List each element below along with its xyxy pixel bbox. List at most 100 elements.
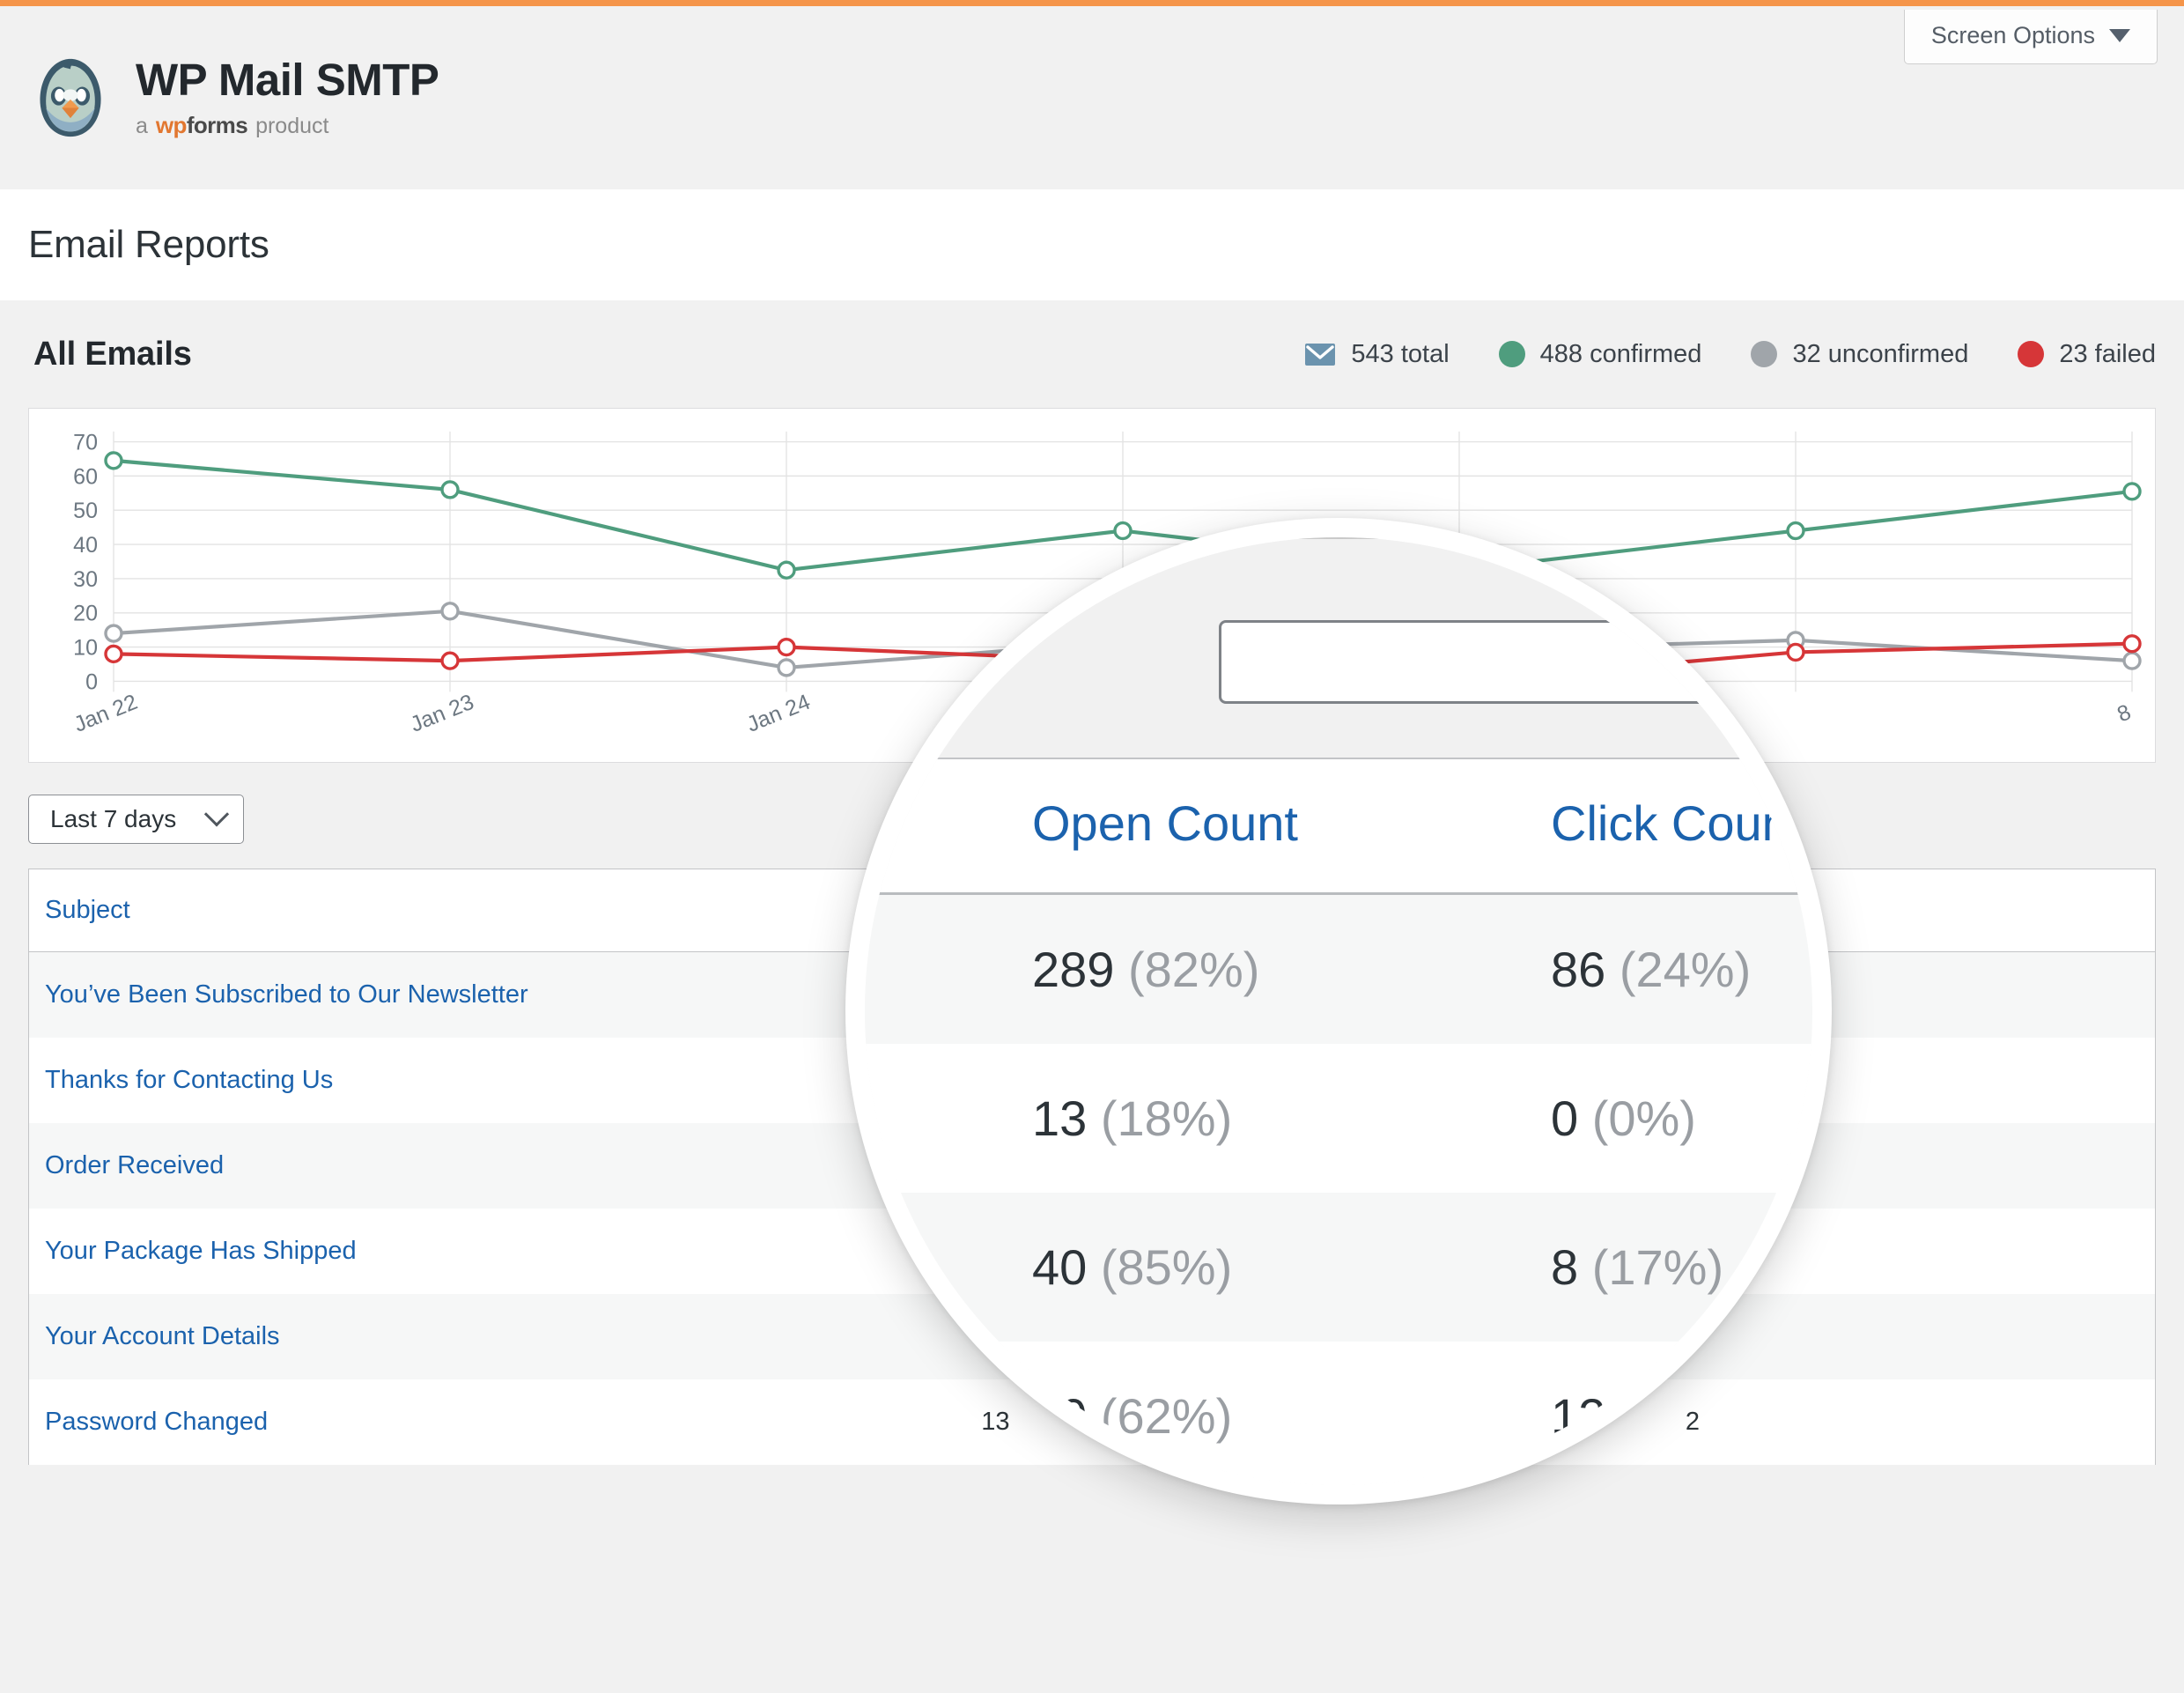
- brand-subtitle: a wpforms product: [136, 112, 439, 139]
- caret-down-icon: [2109, 29, 2130, 42]
- click-count-cell: [1920, 1123, 2155, 1209]
- wpforms-logo-wp: wp: [155, 112, 188, 139]
- magnified-search-input[interactable]: [1219, 620, 1708, 704]
- click-count-value: 12: [1551, 1388, 1606, 1444]
- svg-text:20: 20: [73, 602, 98, 626]
- magnified-spacer-cell: [865, 1342, 1032, 1485]
- svg-text:0: 0: [85, 669, 98, 694]
- magnified-open-count-cell: 20 (62%): [1032, 1342, 1551, 1485]
- click-count-percent: (17%): [1591, 1239, 1724, 1295]
- legend-failed-label: 23 failed: [2059, 339, 2156, 368]
- brand: WP Mail SMTP a wpforms product: [0, 55, 439, 140]
- legend-total-label: 543 total: [1351, 339, 1450, 368]
- section-title: All Emails: [33, 335, 192, 373]
- chevron-down-icon: [204, 802, 230, 827]
- bird-mascot-icon: [28, 55, 113, 140]
- svg-text:60: 60: [73, 464, 98, 489]
- column-header-subject[interactable]: Subject: [29, 869, 982, 952]
- magnified-table-row: 20 (62%) 12 (38%): [865, 1342, 1812, 1485]
- magnified-search-bar: [865, 537, 1812, 758]
- magnified-spacer-cell: [865, 1044, 1032, 1193]
- magnified-column-header-click-count[interactable]: Click Count: [1551, 759, 1812, 895]
- magnifier-content: Open Count Click Count 289 (82%) 86 (24%)…: [865, 537, 1812, 1485]
- click-count-percent: (0%): [1591, 1090, 1696, 1146]
- page-title-band: Email Reports: [0, 189, 2184, 300]
- envelope-icon: [1304, 343, 1336, 366]
- magnified-open-count-cell: 289 (82%): [1032, 894, 1551, 1045]
- screen-options-label: Screen Options: [1930, 22, 2095, 48]
- svg-text:8: 8: [2114, 699, 2134, 727]
- wpforms-logo: wpforms: [155, 112, 248, 139]
- magnified-open-count-cell: 40 (85%): [1032, 1193, 1551, 1342]
- wpforms-logo-forms: forms: [186, 112, 248, 139]
- unconfirmed-dot-icon: [1751, 341, 1778, 367]
- open-count-percent: (18%): [1100, 1090, 1233, 1146]
- brand-sub-suffix: product: [255, 114, 329, 139]
- svg-text:Jan 23: Jan 23: [407, 690, 477, 737]
- magnified-search-button[interactable]: [1732, 620, 1812, 704]
- click-count-percent: (38%): [1619, 1388, 1752, 1444]
- magnifier-lens-inner: Open Count Click Count 289 (82%) 86 (24%)…: [865, 537, 1812, 1485]
- svg-text:Jan 24: Jan 24: [743, 690, 814, 737]
- click-count-value: 86: [1551, 942, 1606, 997]
- open-count-value: 289: [1032, 942, 1115, 997]
- brand-sub-prefix: a: [136, 114, 148, 139]
- click-count-percent: (24%): [1619, 942, 1752, 997]
- legend-item-total: 543 total: [1304, 339, 1450, 369]
- magnified-header-row: Open Count Click Count: [865, 759, 1812, 895]
- magnified-open-count-cell: 13 (18%): [1032, 1044, 1551, 1193]
- open-count-percent: (62%): [1100, 1388, 1233, 1444]
- magnified-click-count-cell: 12 (38%): [1551, 1342, 1812, 1485]
- chart-legend: 543 total 488 confirmed 32 unconfirmed 2…: [1304, 340, 2156, 369]
- magnified-table: Open Count Click Count 289 (82%) 86 (24%)…: [865, 758, 1812, 1485]
- stats-header-row: All Emails 543 total 488 confirmed 32 un…: [0, 300, 2184, 408]
- open-count-percent: (82%): [1128, 942, 1260, 997]
- legend-confirmed-label: 488 confirmed: [1539, 339, 1702, 368]
- confirmed-dot-icon: [1498, 341, 1525, 367]
- open-count-percent: (85%): [1100, 1239, 1233, 1295]
- legend-item-confirmed: 488 confirmed: [1498, 339, 1702, 369]
- magnified-table-row: 289 (82%) 86 (24%): [865, 893, 1812, 1045]
- svg-text:10: 10: [73, 636, 98, 661]
- click-count-cell: [1920, 1038, 2155, 1123]
- svg-text:70: 70: [73, 431, 98, 455]
- svg-text:50: 50: [73, 499, 98, 523]
- click-count-cell: [1920, 1209, 2155, 1294]
- magnified-click-count-cell: 86 (24%): [1551, 894, 1812, 1045]
- filter-row: Last 7 days: [0, 763, 2184, 869]
- subject-cell[interactable]: Order Received: [45, 1151, 225, 1179]
- click-count-cell: [1920, 952, 2155, 1039]
- failed-dot-icon: [2018, 341, 2045, 367]
- svg-text:Jan 22: Jan 22: [70, 690, 141, 737]
- legend-item-failed: 23 failed: [2018, 340, 2156, 369]
- click-count-value: 8: [1551, 1239, 1579, 1295]
- magnified-column-header-open-count[interactable]: Open Count: [1032, 759, 1551, 895]
- click-count-cell: [1920, 1294, 2155, 1379]
- subject-cell[interactable]: You’ve Been Subscribed to Our Newsletter: [45, 980, 528, 1009]
- magnified-table-row: 13 (18%) 0 (0%): [865, 1044, 1812, 1193]
- screen-options-button[interactable]: Screen Options: [1903, 10, 2158, 64]
- open-count-value: 20: [1032, 1388, 1088, 1444]
- magnified-spacer-cell: [865, 1193, 1032, 1342]
- subject-cell[interactable]: Your Package Has Shipped: [45, 1237, 357, 1265]
- brand-title: WP Mail SMTP: [136, 54, 439, 105]
- open-count-value: 40: [1032, 1239, 1088, 1295]
- magnified-spacer-header: [865, 759, 1032, 895]
- date-range-value: Last 7 days: [50, 805, 177, 832]
- legend-item-unconfirmed: 32 unconfirmed: [1751, 340, 1968, 369]
- subject-cell[interactable]: Password Changed: [45, 1408, 269, 1436]
- date-range-select[interactable]: Last 7 days: [28, 795, 245, 844]
- magnifier-lens: Open Count Click Count 289 (82%) 86 (24%)…: [845, 518, 1832, 1504]
- column-header-click-count[interactable]: [1920, 869, 2155, 952]
- svg-text:30: 30: [73, 567, 98, 592]
- click-count-value: 0: [1551, 1090, 1579, 1146]
- subject-cell[interactable]: Thanks for Contacting Us: [45, 1066, 334, 1094]
- click-count-cell: [1920, 1379, 2155, 1465]
- legend-unconfirmed-label: 32 unconfirmed: [1792, 339, 1969, 368]
- magnified-chevron-down-icon: [1079, 540, 1107, 568]
- page-header: WP Mail SMTP a wpforms product Screen Op…: [0, 6, 2184, 189]
- subject-cell[interactable]: Your Account Details: [45, 1322, 280, 1350]
- magnified-spacer-cell: [865, 894, 1032, 1045]
- svg-text:40: 40: [73, 533, 98, 558]
- page-title: Email Reports: [28, 223, 269, 266]
